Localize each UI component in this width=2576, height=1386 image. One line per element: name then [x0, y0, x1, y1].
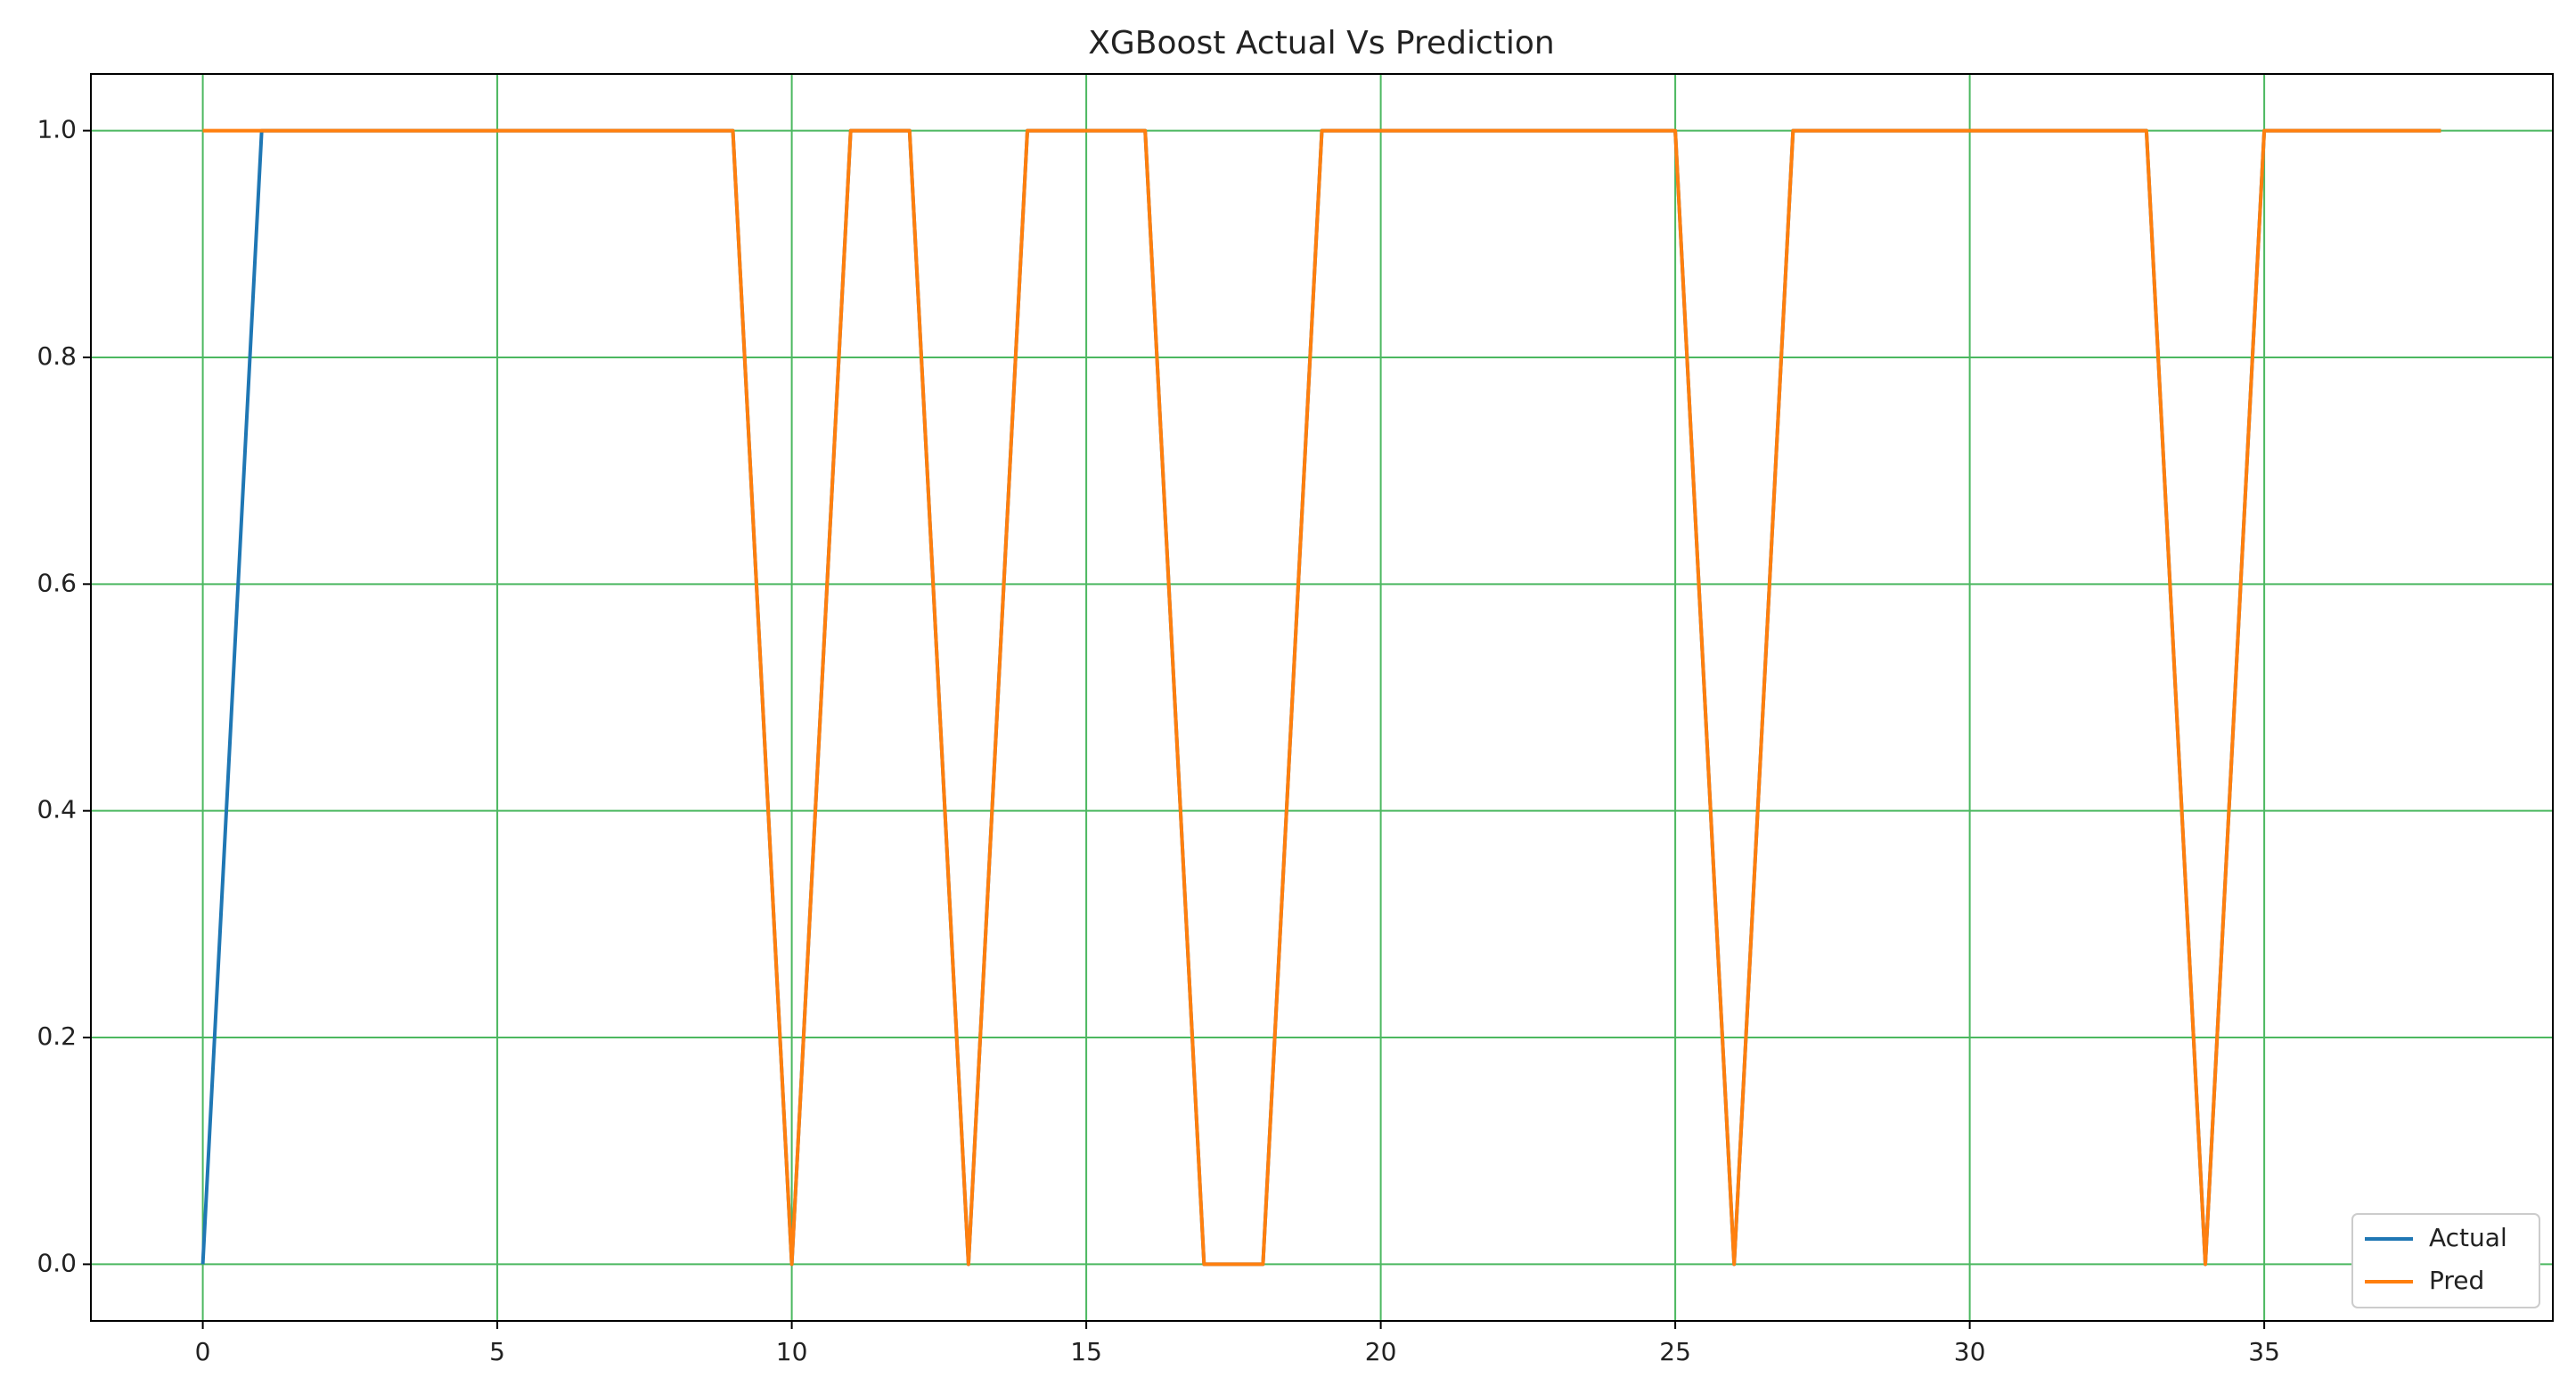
legend: Actual Pred: [2351, 1213, 2540, 1308]
x-tick-label: 35: [2248, 1337, 2280, 1366]
x-tick-label: 25: [1659, 1337, 1691, 1366]
data-line: [202, 128, 2441, 1267]
chart-title: XGBoost Actual Vs Prediction: [1088, 25, 1555, 62]
y-tick-label: 0.4: [37, 795, 77, 824]
legend-label: Pred: [2429, 1266, 2484, 1295]
data-line: [200, 128, 2441, 1267]
y-tick-label: 0.6: [37, 568, 77, 597]
x-tick-label: 15: [1070, 1337, 1102, 1366]
y-tick-label: 1.0: [37, 115, 77, 144]
x-tick-label: 0: [195, 1337, 211, 1366]
x-tick-label: 20: [1365, 1337, 1397, 1366]
x-tick-label: 30: [1954, 1337, 1986, 1366]
x-tick-label: 5: [489, 1337, 505, 1366]
legend-label: Actual: [2429, 1223, 2507, 1252]
x-tick-label: 10: [776, 1337, 808, 1366]
y-tick-label: 0.0: [37, 1248, 77, 1277]
plot-frame: [90, 73, 2554, 1322]
y-tick-label: 0.2: [37, 1021, 77, 1051]
y-tick-label: 0.8: [37, 341, 77, 371]
